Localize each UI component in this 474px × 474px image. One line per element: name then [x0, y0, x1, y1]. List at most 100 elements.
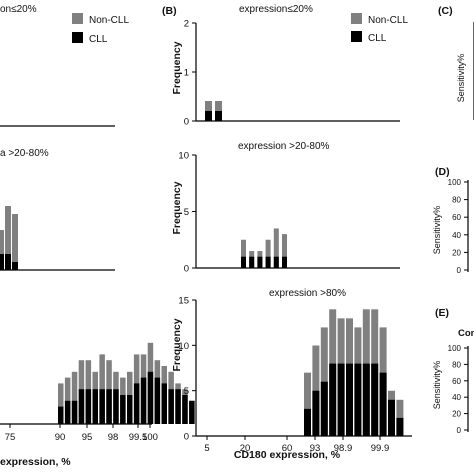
panel-e-y-tick-label: 20: [452, 410, 461, 419]
panel-e-title: Com: [458, 328, 474, 339]
panel-b-bottom-cll-bar: [320, 381, 328, 436]
panel-a-bottom-cll-bar: [92, 389, 98, 424]
panel-a-bottom-x-label: expression, %: [0, 456, 71, 468]
panel-a-bottom-cll-bar: [182, 395, 188, 424]
panel-c-y-label: Sensitivity%: [456, 54, 466, 103]
panel-b-bottom-x-tick-label: 99.9: [371, 443, 390, 454]
panel-b-mid-cll-bar: [265, 256, 271, 268]
panel-a-bottom-non-cll-bar: [58, 383, 64, 424]
panel-b-top-y-tick-label: 2: [184, 19, 189, 30]
panel-a-bottom-cll-bar: [189, 400, 195, 424]
panel-a-bottom-x-tick-label: 90: [55, 432, 66, 443]
panel-a-top-title: on≤20%: [0, 4, 37, 15]
panel-a-bottom-cll-bar: [71, 400, 78, 424]
legend-b-non-cll-label: Non-CLL: [368, 15, 408, 26]
panel-a-bottom-x-tick-label: 95: [82, 432, 93, 443]
panel-b-bottom-cll-bar: [362, 363, 370, 436]
legend-a-cll-swatch: [72, 32, 83, 43]
panel-a-bottom-x-tick-label: 99.5: [129, 432, 148, 443]
legend-b-non-cll-swatch: [351, 13, 362, 24]
panel-b-mid-non-cll-bar: [265, 239, 271, 268]
panel-a-mid-bars: [0, 206, 18, 270]
legend-b: Non-CLL CLL: [351, 13, 408, 44]
panel-a-bottom-non-cll-bar: [71, 371, 78, 424]
panel-a-bottom-cll-bar: [106, 389, 112, 424]
panel-b-bottom-bars: [304, 309, 404, 436]
panel-b-bottom-cll-bar: [312, 390, 320, 436]
panel-b-top-cll-bar: [215, 111, 222, 121]
panel-b-bottom-y-tick-label: 0: [184, 432, 189, 443]
panel-b-bottom-cll-bar: [371, 363, 379, 436]
panel-a-mid-non-cll-bar: [0, 230, 4, 270]
panel-b-top-axes: 0 1 2: [184, 19, 400, 128]
panel-b-bottom-cll-bar: [346, 363, 353, 436]
panel-b-bottom-cll-bar: [379, 372, 387, 436]
panel-b-mid-non-cll-bar: [273, 228, 279, 268]
panel-b-mid-y-label: Frequency: [171, 181, 183, 234]
panel-b-mid-y-tick-label: 0: [184, 264, 189, 275]
panel-b-bottom-cll-bar: [304, 408, 311, 436]
legend-b-cll-swatch: [351, 31, 362, 42]
legend-a-non-cll-label: Non-CLL: [89, 15, 129, 26]
panel-b-bottom-cll-bar: [337, 363, 345, 436]
panel-d-y-tick-label: 60: [452, 213, 461, 222]
panel-b-mid: expression >20-80% Frequency 0 5 10: [171, 141, 400, 275]
legend-a-non-cll-swatch: [72, 13, 83, 24]
panel-a-bottom-x-tick-label: 100: [142, 432, 158, 443]
panel-b-top-y-tick-label: 1: [184, 68, 189, 79]
panel-b-mid-cll-bar: [249, 256, 255, 268]
panel-e-label: (E): [435, 307, 449, 319]
panel-a-bottom-cll-bar: [120, 395, 126, 424]
panel-d-label: (D): [435, 166, 450, 178]
panel-a-top: on≤20%: [0, 4, 115, 127]
panel-a-bottom-x-tick-label: 75: [5, 432, 16, 443]
panel-b-mid-cll-bar: [257, 256, 263, 268]
panel-a-mid-cll-bar: [12, 262, 18, 270]
panel-a-bottom-cll-bar: [113, 389, 119, 424]
panel-b-bottom-cll-bar: [388, 399, 395, 436]
panel-a-bottom-cll-bar: [140, 377, 147, 424]
panel-a-bottom-x-tick-label: 98: [108, 432, 119, 443]
panel-b-top-y-tick-label: 0: [184, 117, 189, 128]
panel-b-mid-y-tick-label: 5: [184, 207, 189, 218]
panel-a-bottom-cll-bar: [147, 371, 154, 424]
panel-b-bottom-y-tick-label: 10: [178, 341, 189, 352]
panel-b-top-bars: [205, 101, 222, 121]
panel-b-bottom-title: expression >80%: [269, 288, 346, 299]
panel-e-y-tick-label: 100: [448, 344, 462, 353]
panel-b-bottom-y-label: Frequency: [171, 318, 183, 371]
panel-b-bottom: expression >80% Frequency 0 5 10 15 5 20 60 93 9…: [171, 288, 412, 461]
panel-a-bottom-cll-bar: [85, 389, 92, 424]
panel-e-y-label: Sensitivity%: [432, 361, 442, 410]
panel-a-bottom-cll-bar: [127, 395, 133, 424]
panel-d-y-tick-label: 40: [452, 231, 461, 240]
panel-b-mid-bars: [241, 228, 287, 268]
panel-e-y-tick-label: 0: [457, 426, 462, 435]
legend-a-cll-label: CLL: [89, 34, 108, 45]
panel-a-bottom-cll-bar: [161, 383, 167, 424]
panel-d-y-tick-label: 80: [452, 196, 461, 205]
panel-b-bottom-non-cll-bar: [304, 372, 311, 436]
panel-b-mid-y-tick-label: 10: [178, 151, 189, 162]
panel-b-bottom-x-tick-label: 5: [204, 443, 209, 454]
panel-a-bottom-cll-bar: [78, 389, 85, 424]
legend-b-cll-label: CLL: [368, 33, 387, 44]
panel-b-mid-title: expression >20-80%: [238, 141, 330, 152]
panel-e-y-tick-label: 60: [452, 377, 461, 386]
panel-b-mid-non-cll-bar: [282, 234, 287, 268]
panel-a-bottom-cll-bar: [168, 389, 174, 424]
panel-b-label: (B): [162, 5, 177, 17]
panel-b-bottom-x-tick-label: 60: [282, 443, 293, 454]
panel-b-bottom-y-tick-label: 15: [178, 296, 189, 307]
panel-a-bottom-cll-bar: [64, 400, 71, 424]
panel-b-top: expression≤20% Frequency 0 1 2: [171, 4, 400, 128]
legend-a: Non-CLL CLL: [72, 13, 129, 45]
panel-a-bottom-cll-bar: [99, 389, 105, 424]
panel-b-bottom-x-tick-label: 20: [240, 443, 251, 454]
panel-a-bottom-cll-bar: [133, 383, 140, 424]
panel-a-mid-non-cll-bar: [12, 214, 18, 270]
panel-a-mid-cll-bar: [5, 254, 11, 270]
panel-d-y-ticks: 100 80 60 40 20 0: [448, 178, 468, 275]
panel-b-bottom-cll-bar: [396, 417, 404, 436]
